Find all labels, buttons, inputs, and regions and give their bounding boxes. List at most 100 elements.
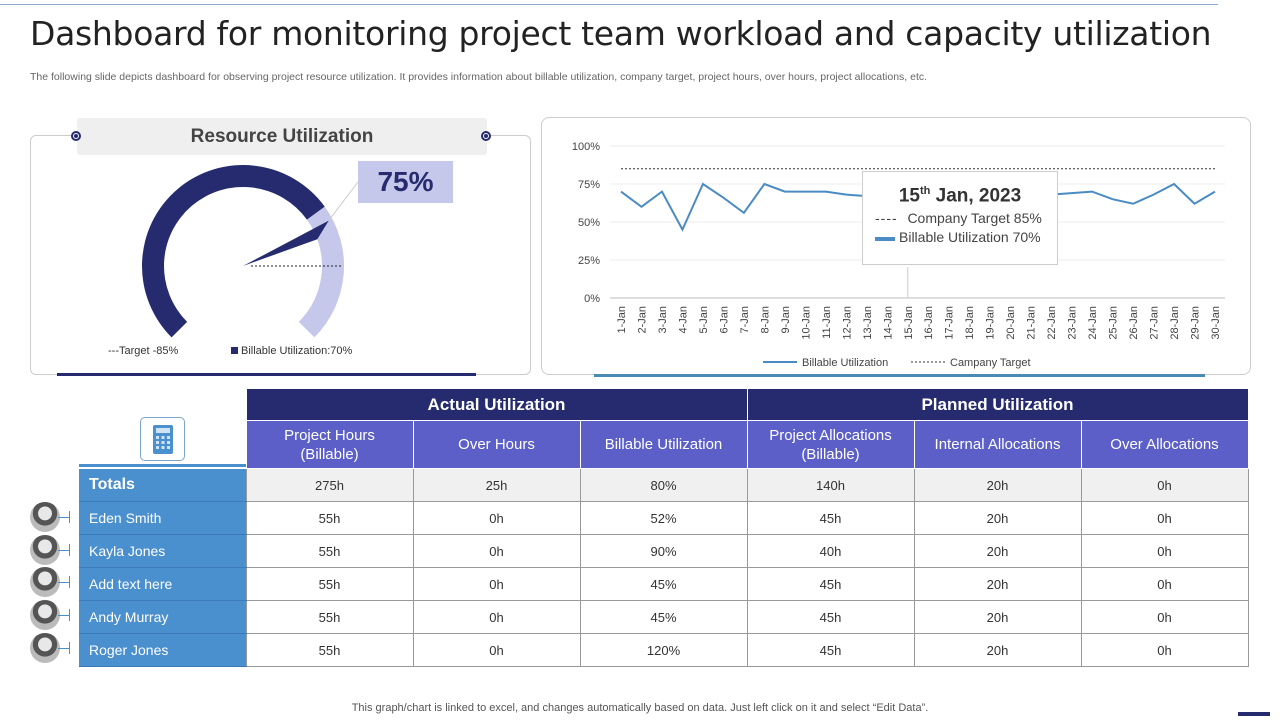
totals-cell: 80% <box>579 468 748 502</box>
table-cell: 45h <box>746 600 915 634</box>
table-cell: 20h <box>913 633 1082 667</box>
connector <box>58 615 70 617</box>
group-planned: Planned Utilization <box>746 388 1249 421</box>
column-header: Billable Utilization <box>579 420 748 469</box>
gauge-legend-target: ---Target -85% <box>108 345 179 357</box>
page-subtitle: The following slide depicts dashboard fo… <box>30 71 928 83</box>
y-tick-label: 75% <box>578 179 600 191</box>
x-tick-label: 27-Jan <box>1149 306 1161 340</box>
x-tick-label: 30-Jan <box>1210 306 1222 340</box>
table-cell: 120% <box>579 633 748 667</box>
group-actual: Actual Utilization <box>245 388 748 421</box>
table-cell: 0h <box>412 534 581 568</box>
connector <box>69 609 70 622</box>
x-tick-label: 18-Jan <box>964 306 976 340</box>
chart-tooltip: 15th Jan, 2023 ---- Company Target 85% B… <box>862 171 1058 265</box>
gauge-chart <box>142 165 359 338</box>
member-name: Roger Jones <box>79 633 246 667</box>
x-tick-label: 7-Jan <box>739 306 751 334</box>
table-row: Roger Jones 55h 0h 120% 45h 20h 0h <box>79 633 1249 667</box>
gauge-remaining-arc <box>298 206 344 338</box>
x-tick-label: 4-Jan <box>677 306 689 334</box>
table-cell: 20h <box>913 567 1082 601</box>
member-name: Add text here <box>79 567 246 601</box>
tooltip-date: 15th Jan, 2023 <box>898 185 1022 207</box>
x-tick-label: 23-Jan <box>1067 306 1079 340</box>
table-cell: 0h <box>1080 534 1249 568</box>
totals-label: Totals <box>79 468 246 502</box>
table-cell: 90% <box>579 534 748 568</box>
table-row: Eden Smith 55h 0h 52% 45h 20h 0h <box>79 501 1249 535</box>
column-header: Project Hours (Billable) <box>245 420 414 469</box>
table-cell: 55h <box>245 633 414 667</box>
totals-cell: 140h <box>746 468 915 502</box>
table-cell: 0h <box>1080 501 1249 535</box>
card-accent-bar <box>57 373 476 376</box>
x-tick-label: 25-Jan <box>1108 306 1120 340</box>
totals-cell: 0h <box>1080 468 1249 502</box>
table-cell: 45h <box>746 633 915 667</box>
x-tick-label: 6-Jan <box>718 306 730 334</box>
x-tick-label: 9-Jan <box>780 306 792 334</box>
table-cell: 45h <box>746 501 915 535</box>
connector <box>58 549 70 551</box>
connector <box>69 576 70 589</box>
member-name: Andy Murray <box>79 600 246 634</box>
table-cell: 0h <box>1080 567 1249 601</box>
x-tick-label: 26-Jan <box>1128 306 1140 340</box>
connector <box>58 517 70 518</box>
table-cell: 0h <box>412 501 581 535</box>
table-cell: 45% <box>579 600 748 634</box>
table-cell: 52% <box>579 501 748 535</box>
table-cell: 55h <box>245 567 414 601</box>
table-cell: 55h <box>245 600 414 634</box>
table-row: Kayla Jones 55h 0h 90% 40h 20h 0h <box>79 534 1249 568</box>
totals-row: Totals 275h 25h 80% 140h 20h 0h <box>79 468 1249 502</box>
avatar <box>30 600 60 631</box>
divider <box>79 464 246 467</box>
table-cell: 20h <box>913 600 1082 634</box>
gauge-callout-line <box>328 181 359 221</box>
x-tick-label: 8-Jan <box>759 306 771 334</box>
x-tick-label: 11-Jan <box>821 306 833 339</box>
tooltip-billable: Billable Utilization 70% <box>875 229 1057 245</box>
column-header: Over Hours <box>412 420 581 469</box>
x-tick-label: 14-Jan <box>882 306 894 340</box>
table-row: Andy Murray 55h 0h 45% 45h 20h 0h <box>79 600 1249 634</box>
table-cell: 0h <box>412 567 581 601</box>
x-tick-label: 1-Jan <box>616 306 628 334</box>
x-tick-label: 16-Jan <box>923 306 935 340</box>
legend-swatch <box>231 347 238 354</box>
top-divider <box>0 4 1218 5</box>
dot-icon <box>71 131 81 141</box>
x-tick-label: 10-Jan <box>800 306 812 340</box>
totals-cell: 25h <box>412 468 581 502</box>
table-cell: 45h <box>746 567 915 601</box>
x-tick-label: 24-Jan <box>1087 306 1099 340</box>
avatar <box>30 502 60 532</box>
x-tick-label: 19-Jan <box>985 306 997 340</box>
table-cell: 20h <box>913 534 1082 568</box>
avatar <box>30 632 60 663</box>
x-tick-label: 12-Jan <box>841 306 853 340</box>
member-name: Eden Smith <box>79 501 246 535</box>
legend-label: Billable Utilization:70% <box>241 345 353 357</box>
connector <box>58 582 70 584</box>
x-tick-label: 28-Jan <box>1169 306 1181 340</box>
avatar <box>30 534 60 565</box>
table-cell: 0h <box>1080 633 1249 667</box>
y-tick-label: 0% <box>584 293 600 305</box>
x-tick-label: 13-Jan <box>862 306 874 340</box>
utilization-table: Actual Utilization Planned Utilization P… <box>79 388 1249 667</box>
x-tick-label: 29-Jan <box>1190 306 1202 340</box>
column-header: Internal Allocations <box>913 420 1082 469</box>
gauge-filled-arc <box>142 165 325 338</box>
table-cell: 0h <box>412 600 581 634</box>
x-tick-label: 22-Jan <box>1046 306 1058 340</box>
member-name: Kayla Jones <box>79 534 246 568</box>
gauge-value: 75% <box>358 161 453 203</box>
x-tick-label: 17-Jan <box>944 306 956 340</box>
legend-label: Billable Utilization <box>802 357 888 369</box>
y-tick-label: 25% <box>578 255 600 267</box>
connector <box>69 641 70 654</box>
